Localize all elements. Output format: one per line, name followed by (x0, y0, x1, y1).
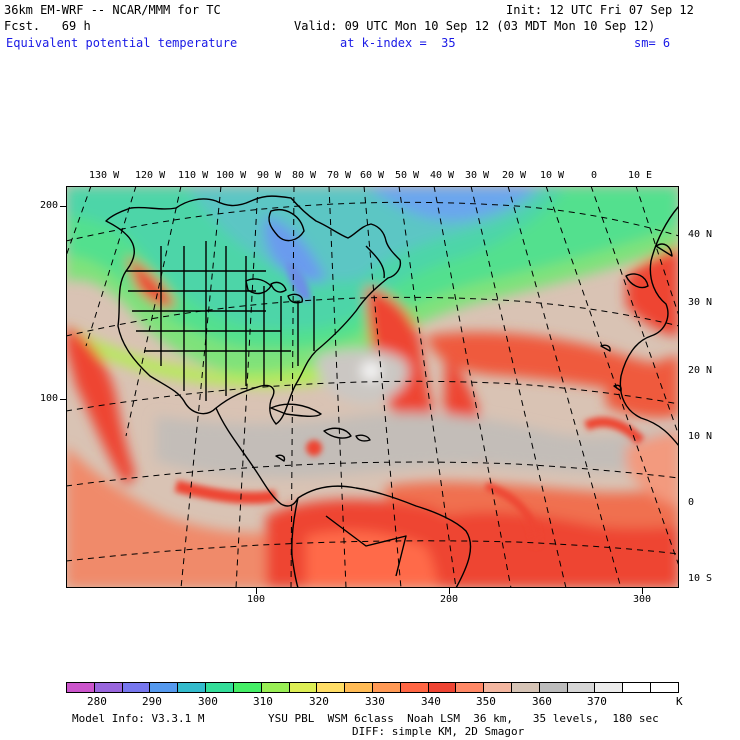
lat-label: 0 (688, 497, 695, 508)
grid-x-label: 200 (440, 594, 459, 605)
colorbar-swatch (595, 683, 624, 692)
colorbar-swatch (623, 683, 652, 692)
colorbar-swatch (150, 683, 179, 692)
colorbar-swatch (67, 683, 95, 692)
colorbar-label: 330 (365, 695, 385, 708)
lon-label: 60 W (360, 170, 385, 181)
init-time: Init: 12 UTC Fri 07 Sep 12 (506, 3, 694, 17)
colorbar-label: 320 (309, 695, 329, 708)
colorbar-swatch (122, 683, 151, 692)
colorbar-label: 280 (87, 695, 107, 708)
theta-e-map (66, 186, 679, 588)
lon-label: 120 W (135, 170, 166, 181)
colorbar-label: 370 (587, 695, 607, 708)
frame-tick (449, 588, 450, 594)
lon-label: 100 W (216, 170, 247, 181)
lon-label: 50 W (395, 170, 420, 181)
lat-label: 40 N (688, 229, 713, 240)
lon-label: 0 (591, 170, 598, 181)
colorbar-swatch (484, 683, 512, 692)
colorbar-swatch (178, 683, 207, 692)
smoothing-info: sm= 6 (634, 36, 671, 50)
frame-tick (60, 399, 66, 400)
map-frame (66, 186, 679, 588)
grid-x-label: 100 (247, 594, 266, 605)
diffusion-info: DIFF: simple KM, 2D Smagor (352, 725, 525, 738)
lon-label: 30 W (465, 170, 490, 181)
colorbar-label: 360 (532, 695, 552, 708)
model-info: Model Info: V3.3.1 M (72, 712, 205, 725)
grid-y-label: 200 (40, 200, 59, 211)
colorbar-swatch (567, 683, 596, 692)
colorbar (66, 682, 679, 693)
colorbar-label: 350 (476, 695, 496, 708)
colorbar-swatch (400, 683, 429, 692)
colorbar-swatch (651, 683, 678, 692)
colorbar-swatch (317, 683, 346, 692)
lon-label: 70 W (327, 170, 352, 181)
lon-label: 80 W (292, 170, 317, 181)
forecast-hour: Fcst. 69 h (4, 19, 91, 33)
lon-label: 10 E (628, 170, 653, 181)
frame-tick (642, 588, 643, 594)
lat-label: 20 N (688, 365, 713, 376)
colorbar-swatch (233, 683, 262, 692)
field-name: Equivalent potential temperature (6, 36, 238, 50)
lon-label: 40 W (430, 170, 455, 181)
lat-label: 10 N (688, 431, 713, 442)
lon-label: 20 W (502, 170, 527, 181)
colorbar-swatch (428, 683, 457, 692)
model-title: 36km EM-WRF -- NCAR/MMM for TC (4, 3, 221, 17)
colorbar-swatch (206, 683, 234, 692)
lon-label: 110 W (178, 170, 209, 181)
frame-tick (256, 588, 257, 594)
colorbar-swatch (456, 683, 485, 692)
coastlines (105, 195, 679, 588)
lat-label: 10 S (688, 573, 713, 584)
colorbar-swatch (289, 683, 318, 692)
colorbar-swatch (94, 683, 123, 692)
colorbar-swatch (512, 683, 540, 692)
physics-info: YSU PBL WSM 6class Noah LSM 36 km, 35 le… (268, 712, 659, 725)
colorbar-swatch (345, 683, 373, 692)
colorbar-swatch (261, 683, 290, 692)
lon-label: 130 W (89, 170, 120, 181)
colorbar-label: 290 (142, 695, 162, 708)
frame-tick (60, 206, 66, 207)
level-info: at k-index = 35 (340, 36, 456, 50)
grid-x-label: 300 (633, 594, 652, 605)
colorbar-label: 340 (421, 695, 441, 708)
lat-label: 30 N (688, 297, 713, 308)
colorbar-swatch (372, 683, 401, 692)
grid-y-label: 100 (40, 393, 59, 404)
lon-label: 90 W (257, 170, 282, 181)
colorbar-unit: K (676, 695, 683, 708)
colorbar-swatch (539, 683, 568, 692)
colorbar-label: 310 (253, 695, 273, 708)
lon-label: 10 W (540, 170, 565, 181)
field-detail (174, 261, 645, 547)
colorbar-label: 300 (198, 695, 218, 708)
valid-time: Valid: 09 UTC Mon 10 Sep 12 (03 MDT Mon … (294, 19, 656, 33)
